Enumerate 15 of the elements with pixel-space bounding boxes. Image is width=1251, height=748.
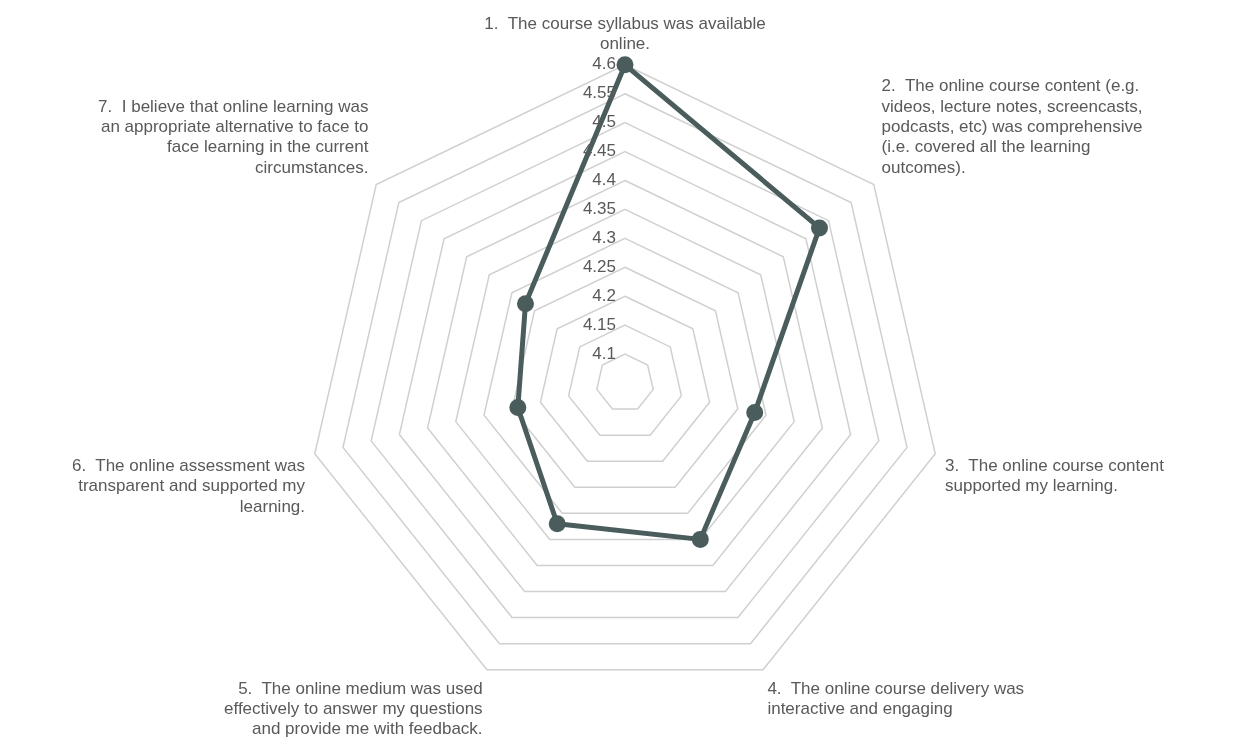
y-tick-label: 4.3 — [592, 228, 616, 248]
spoke-label: 1. The course syllabus was available online. — [484, 13, 766, 54]
spoke-label: 3. The online course content supported my learning. — [944, 455, 1165, 496]
spoke-label: 4. The online course delivery was interactive and engaging — [767, 678, 1025, 718]
y-tick-label: 4.1 — [592, 343, 616, 363]
y-tick-label: 4.4 — [592, 170, 616, 190]
y-tick-label: 4.6 — [592, 54, 616, 74]
y-tick-label: 4.25 — [582, 256, 616, 276]
spoke-label: 2. The online course content (e.g. videos, lecture notes, screencasts, podcasts, etc) was comprehensive (i.e. covered all the learning outcomes). — [881, 76, 1143, 177]
y-tick-label: 4.2 — [592, 285, 616, 305]
y-tick-label: 4.15 — [582, 314, 616, 334]
spoke-label: 6. The online assessment was transparent and supported my learning. — [71, 455, 306, 516]
y-tick-label: 4.35 — [582, 199, 616, 219]
spoke-label: 5. The online medium was used effectively to answer my questions and provide me with feedback. — [224, 678, 483, 739]
spoke-label: 7. I believe that online learning was an appropriate alternative to face to face learning in the current circumstances. — [98, 96, 369, 177]
